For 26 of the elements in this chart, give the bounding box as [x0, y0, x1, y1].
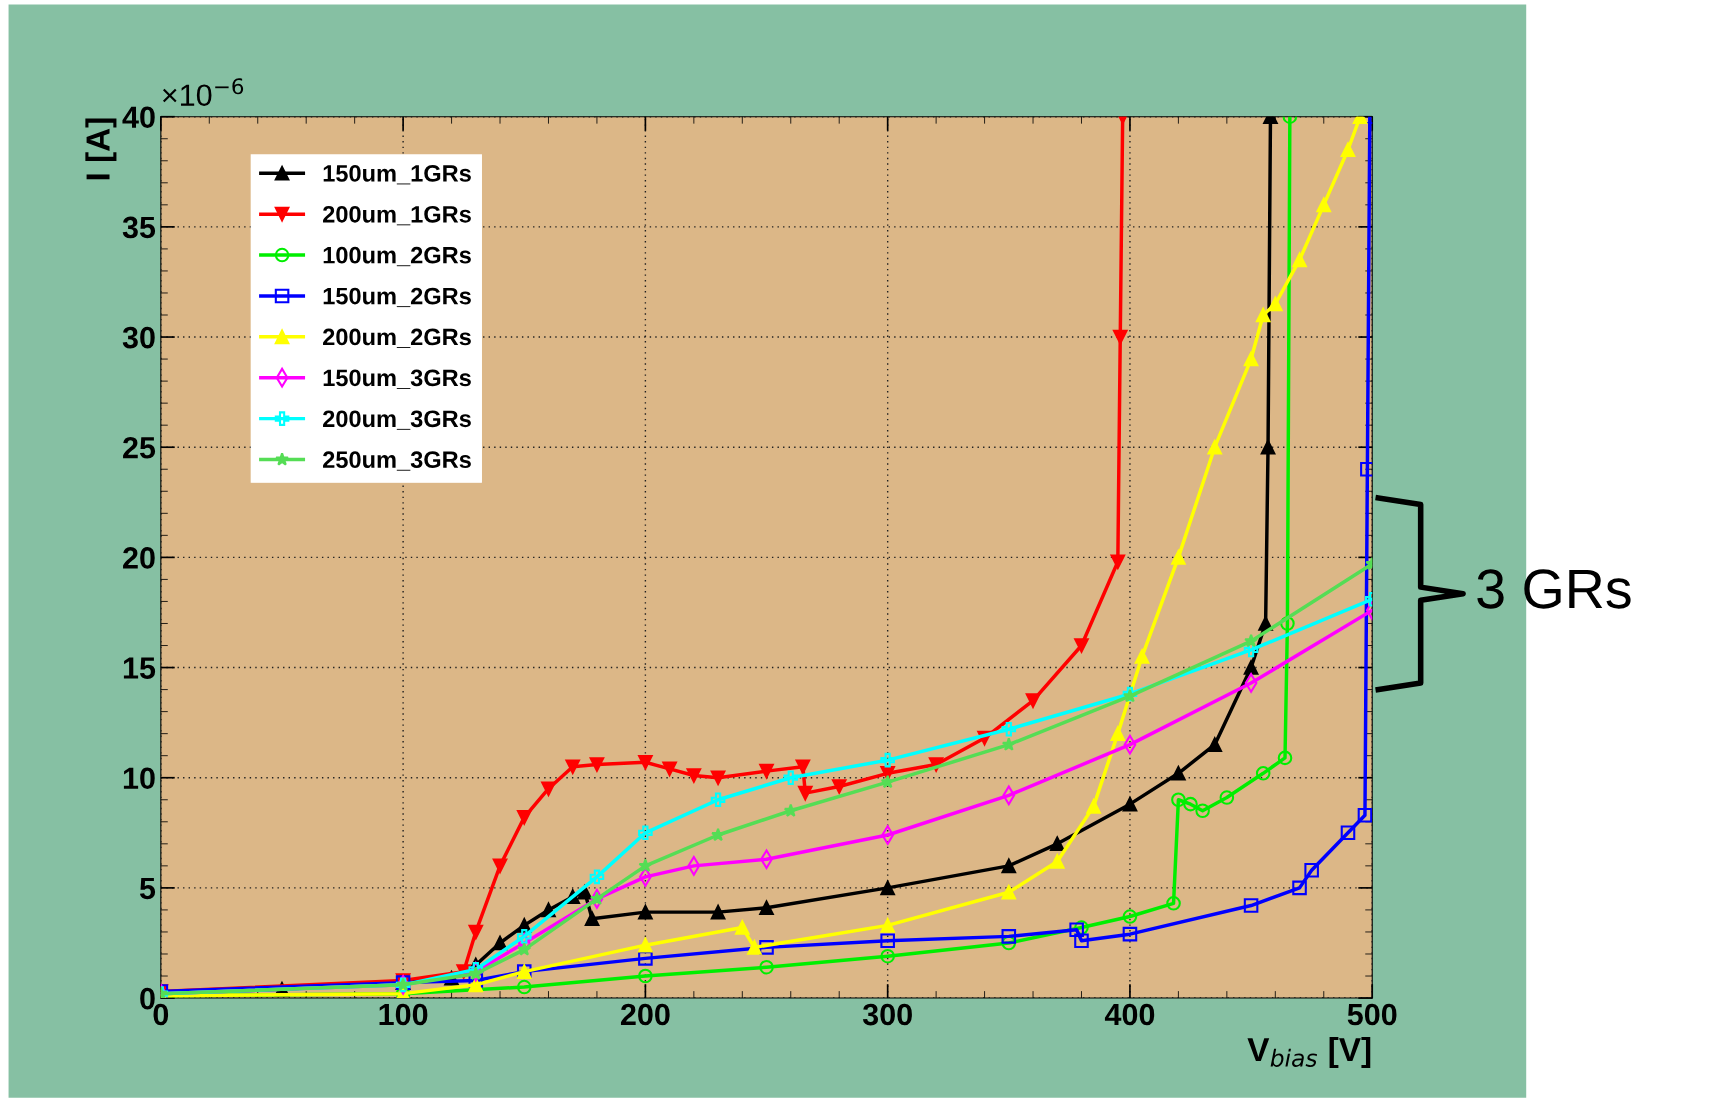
- y-tick-label: 5: [139, 877, 156, 900]
- legend-label: 250um_3GRs: [323, 451, 471, 471]
- legend-label: 150um_3GRs: [323, 369, 471, 389]
- x-tick-label: 400: [1104, 1003, 1155, 1026]
- text: ×10$^{−6}$: [162, 78, 244, 107]
- x-tick-label: 100: [379, 1003, 428, 1026]
- x-axis-title: V$_{bias}$ [V]: [1247, 1036, 1371, 1069]
- legend-label: 150um_1GRs: [323, 165, 471, 185]
- x-tick-label: 500: [1347, 1003, 1397, 1026]
- y-tick-label: 0: [140, 987, 155, 1010]
- y-tick-label: 25: [123, 436, 156, 459]
- x-tick-label: 300: [862, 1003, 912, 1026]
- y-tick-label: 15: [123, 657, 156, 679]
- y-tick-label: 40: [122, 106, 155, 129]
- legend-label: 200um_1GRs: [323, 205, 471, 226]
- legend-label: 150um_2GRs: [323, 287, 471, 308]
- legend-label: 200um_3GRs: [323, 410, 471, 430]
- x-tick-label: 200: [620, 1003, 670, 1026]
- y-tick-label: 20: [123, 547, 155, 569]
- text: 3 GRs: [1477, 569, 1631, 609]
- y-tick-label: 30: [122, 326, 155, 349]
- y-tick-label: 10: [123, 767, 155, 790]
- legend-label: 200um_2GRs: [323, 328, 471, 348]
- legend-label: 100um_2GRs: [323, 246, 471, 267]
- y-axis-title: I [A]: [85, 118, 117, 180]
- y-tick-label: 35: [122, 216, 156, 239]
